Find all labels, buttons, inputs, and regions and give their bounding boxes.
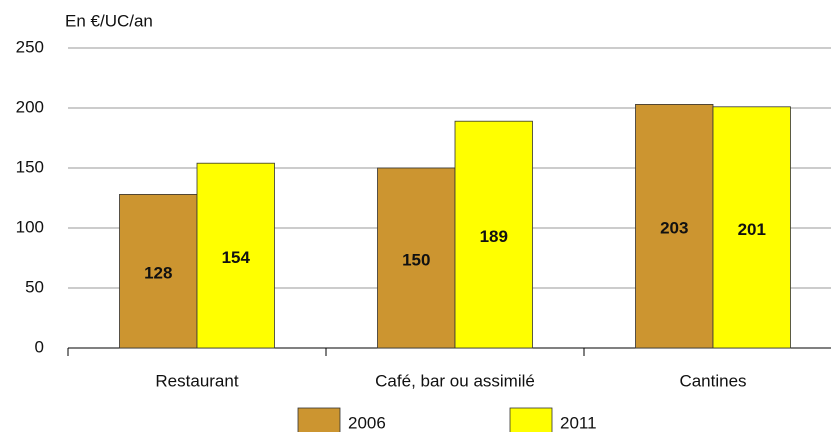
data-label: 154 — [222, 248, 251, 267]
x-tick-label: Cantines — [679, 371, 746, 390]
legend-label: 2011 — [560, 413, 597, 432]
y-tick-label: 150 — [16, 157, 44, 176]
data-label: 128 — [144, 264, 172, 283]
data-label: 189 — [480, 227, 508, 246]
y-tick-label: 250 — [16, 37, 44, 56]
y-axis-label: En €/UC/an — [65, 11, 153, 30]
data-label: 203 — [660, 219, 688, 238]
bar — [119, 193, 198, 349]
bar — [635, 104, 714, 349]
data-label: 150 — [402, 250, 430, 269]
legend-swatch — [509, 407, 553, 432]
y-tick-label: 50 — [25, 277, 44, 296]
x-tick-label: Café, bar ou assimilé — [375, 371, 535, 390]
bar — [377, 167, 456, 349]
bar — [196, 162, 275, 349]
legend-swatch — [297, 407, 341, 432]
y-tick-label: 0 — [35, 337, 44, 356]
bar — [712, 106, 791, 349]
y-tick-label: 200 — [16, 97, 44, 116]
bar — [454, 120, 533, 349]
x-tick-label: Restaurant — [155, 371, 238, 390]
legend-label: 2006 — [348, 413, 386, 432]
data-label: 201 — [738, 220, 766, 239]
y-tick-label: 100 — [16, 217, 44, 236]
